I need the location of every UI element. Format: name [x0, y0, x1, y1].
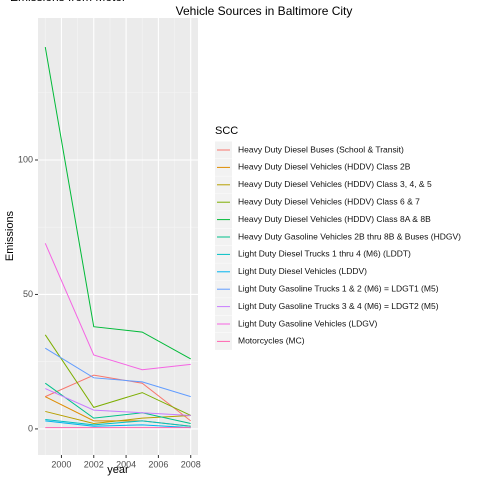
legend-label: Light Duty Diesel Trucks 1 thru 4 (M6) (…	[238, 249, 411, 259]
legend-label: Motorcycles (MC)	[238, 336, 305, 346]
series-line	[44, 334, 191, 416]
legend-title: SCC	[215, 125, 238, 137]
series-line	[45, 347, 191, 398]
chart-title: Vehicle Sources in Baltimore City	[176, 4, 353, 18]
series-line	[45, 410, 191, 425]
y-tick-label: 100	[18, 154, 33, 164]
x-tick-label: 2008	[181, 459, 201, 469]
legend-label: Light Duty Gasoline Trucks 3 & 4 (M6) = …	[238, 301, 439, 311]
series-line	[44, 243, 191, 371]
legend-label: Heavy Duty Diesel Vehicles (HDDV) Class …	[238, 196, 420, 206]
x-tick-label: 2004	[116, 459, 136, 469]
plot-panel	[38, 18, 198, 455]
series-line	[45, 419, 191, 427]
legend-label: Heavy Duty Diesel Vehicles (HDDV) Class …	[238, 179, 432, 189]
x-tick-label: 2000	[51, 459, 71, 469]
series-line	[44, 46, 191, 360]
legend-label: Heavy Duty Diesel Buses (School & Transi…	[238, 144, 404, 154]
series-line	[45, 388, 191, 416]
y-tick-label: 0	[28, 423, 33, 433]
series-line	[45, 374, 192, 422]
x-axis-label: year	[107, 464, 129, 476]
legend-label: Light Duty Diesel Vehicles (LDDV)	[238, 266, 367, 276]
legend-label: Light Duty Gasoline Vehicles (LDGV)	[238, 318, 378, 328]
y-tick-label: 50	[23, 289, 33, 299]
legend-label: Heavy Duty Diesel Vehicles (HDDV) Class …	[238, 162, 411, 172]
x-tick-label: 2006	[148, 459, 168, 469]
legend-label: Light Duty Gasoline Trucks 1 & 2 (M6) = …	[238, 283, 439, 293]
legend-label: Heavy Duty Gasoline Vehicles 2B thru 8B …	[238, 231, 461, 241]
legend-label: Heavy Duty Diesel Vehicles (HDDV) Class …	[238, 214, 431, 224]
chart-title: Emissions from Motor	[10, 0, 126, 4]
x-tick-label: 2002	[84, 459, 104, 469]
y-axis-label: Emissions	[4, 210, 16, 261]
series-line	[44, 382, 191, 425]
series-line	[45, 420, 191, 429]
